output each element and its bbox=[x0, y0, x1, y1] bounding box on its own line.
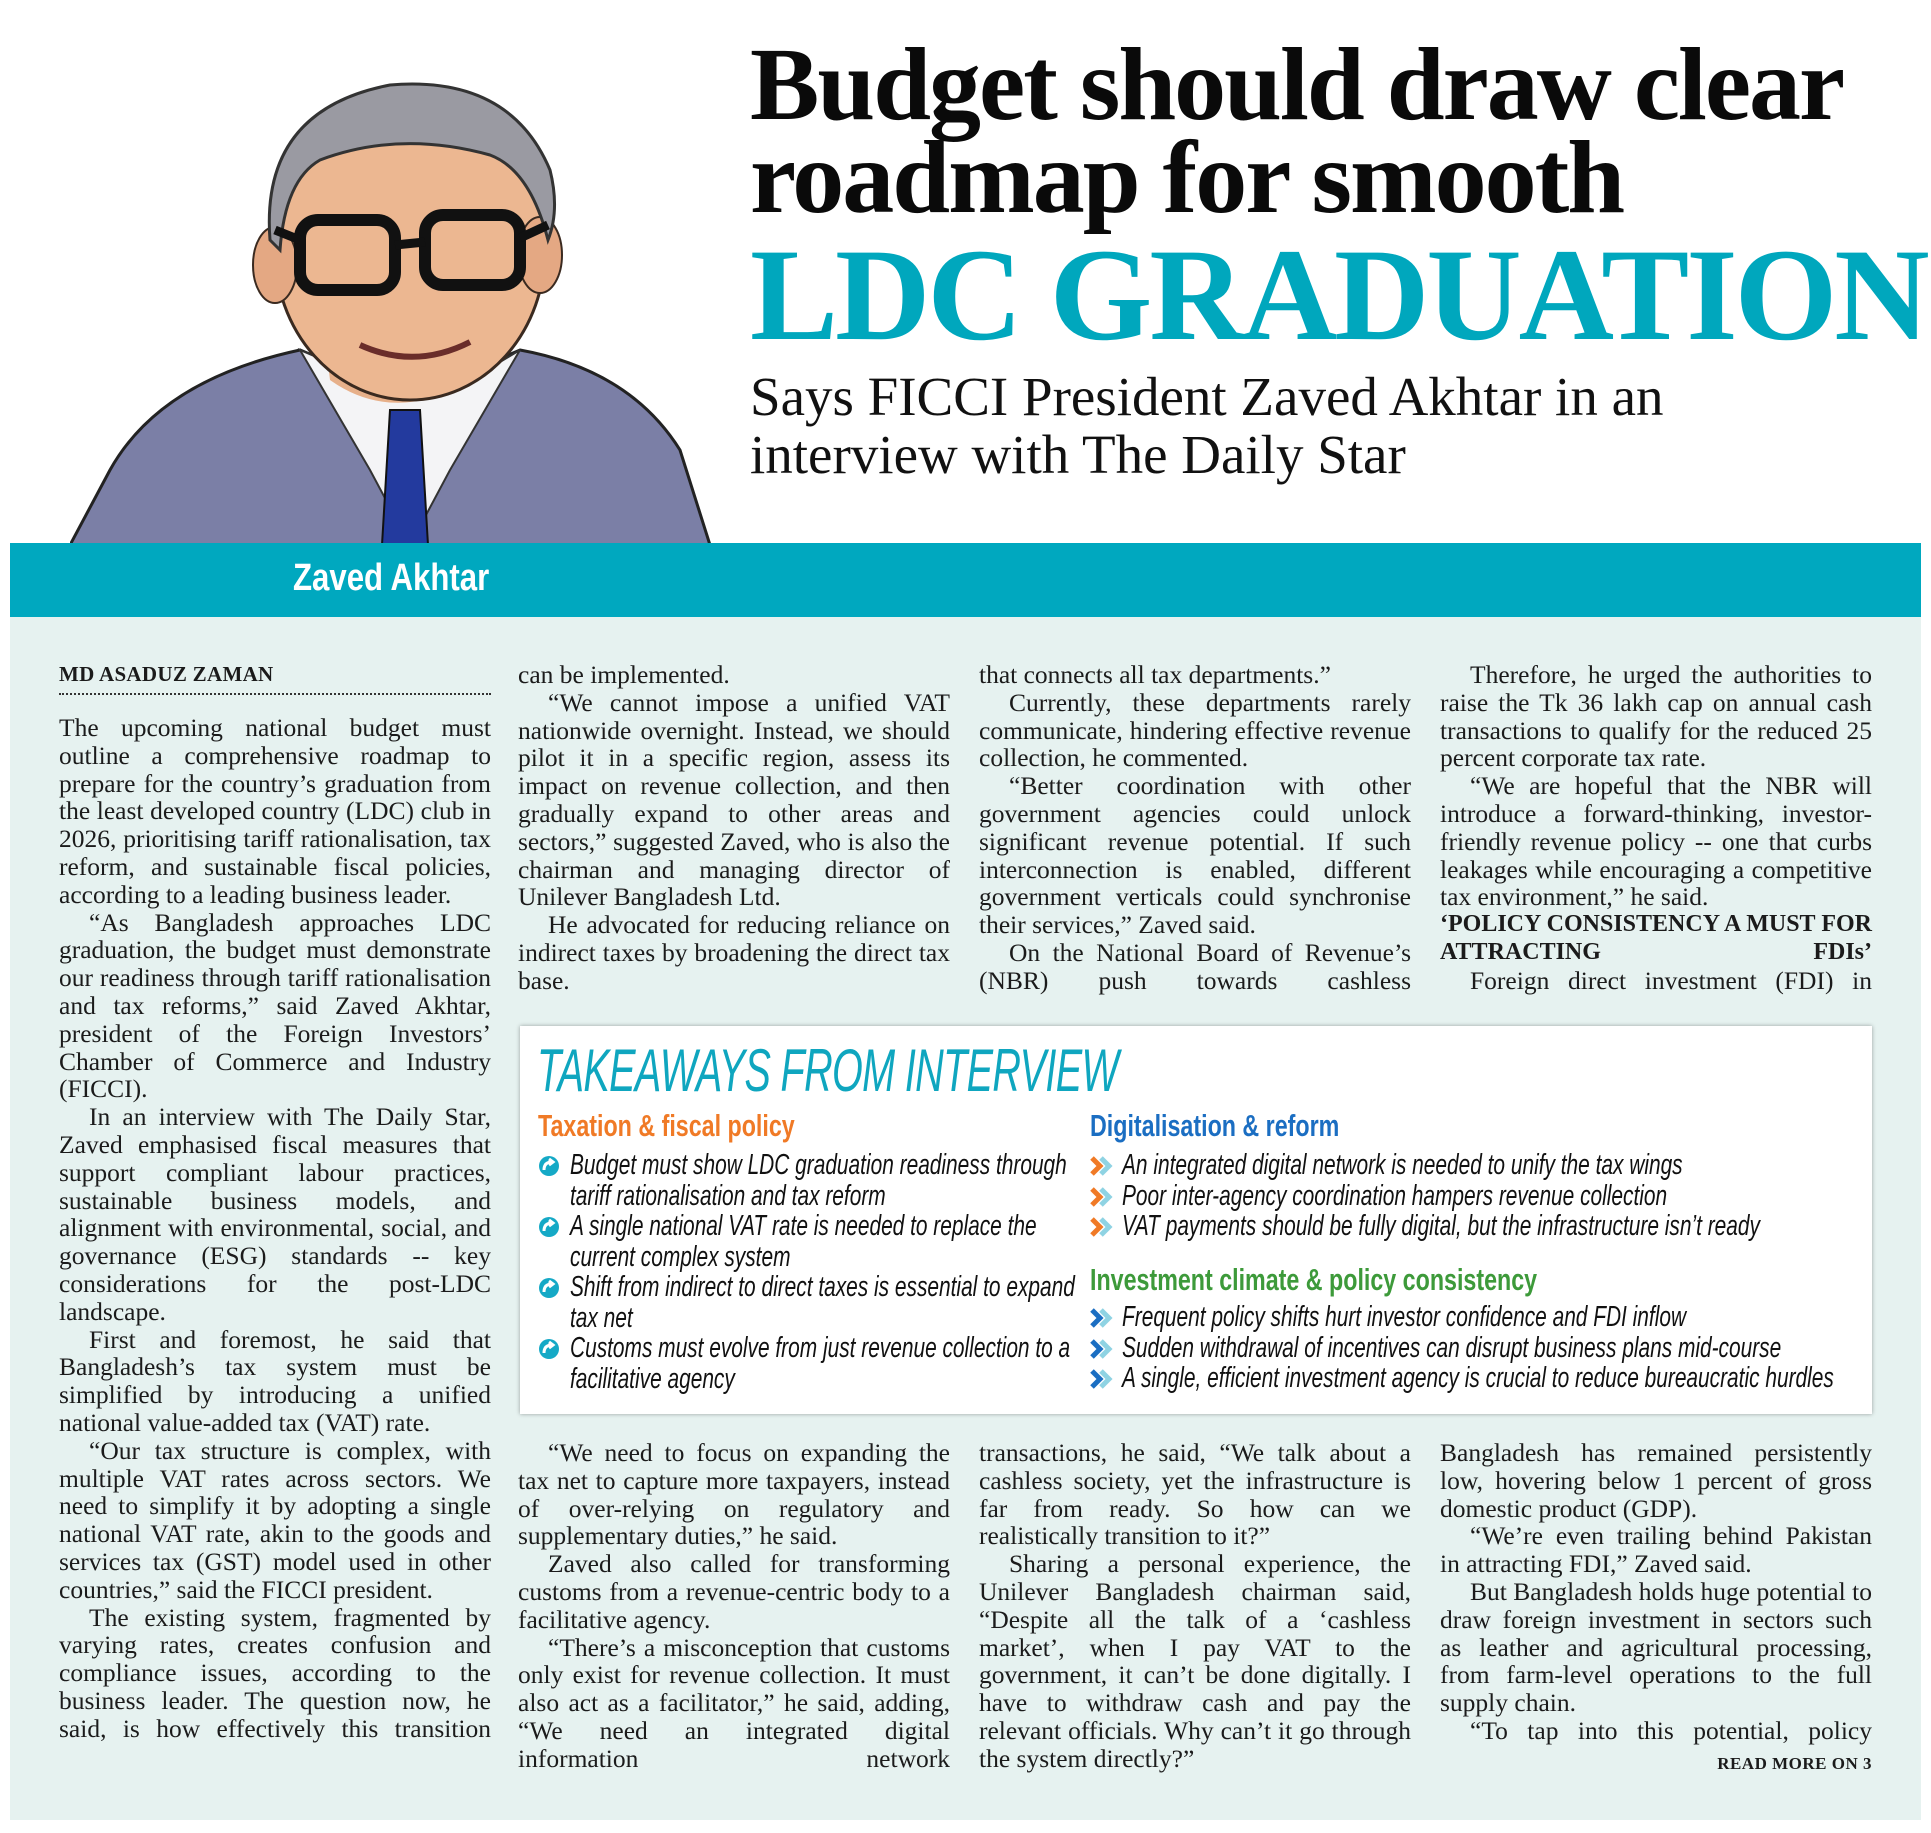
paragraph: Sharing a personal experience, the Unile… bbox=[979, 1549, 1411, 1773]
paragraph: Therefore, he urged the authorities to r… bbox=[1440, 660, 1872, 773]
circular-arrow-icon bbox=[539, 1217, 559, 1237]
takeaway-item: Frequent policy shifts hurt investor con… bbox=[1090, 1302, 1870, 1333]
paragraph: “We need to focus on expanding the tax n… bbox=[518, 1438, 950, 1551]
article-column-4-bottom: Bangladesh has remained persistently low… bbox=[1440, 1439, 1872, 1745]
takeaway-text: Sudden withdrawal of incentives can disr… bbox=[1122, 1331, 1782, 1364]
takeaway-text: A single, efficient investment agency is… bbox=[1122, 1362, 1834, 1394]
portrait-illustration bbox=[70, 82, 712, 545]
article-column-2-bottom: “We need to focus on expanding the tax n… bbox=[518, 1439, 950, 1773]
takeaways-title: TAKEAWAYS FROM INTERVIEW bbox=[537, 1037, 1119, 1104]
takeaway-item: VAT payments should be fully digital, bu… bbox=[1090, 1211, 1870, 1242]
takeaway-item: Shift from indirect to direct taxes is e… bbox=[538, 1272, 1078, 1333]
double-chevron-icon bbox=[1090, 1156, 1113, 1176]
takeaways-box: TAKEAWAYS FROM INTERVIEW Taxation & fisc… bbox=[520, 1026, 1872, 1414]
paragraph: On the National Board of Revenue’s (NBR)… bbox=[979, 937, 1411, 995]
takeaway-text: VAT payments should be fully digital, bu… bbox=[1122, 1210, 1760, 1242]
paragraph: can be implemented. bbox=[518, 660, 730, 689]
paragraph: But Bangladesh holds huge potential to d… bbox=[1440, 1576, 1872, 1718]
paragraph: “As Bangladesh approaches LDC graduation… bbox=[59, 907, 491, 1104]
circular-arrow-icon bbox=[539, 1339, 559, 1359]
paragraph: In an interview with The Daily Star, Zav… bbox=[59, 1102, 491, 1326]
subtitle-line-2: interview with The Daily Star bbox=[750, 424, 1406, 485]
takeaway-item: An integrated digital network is needed … bbox=[1090, 1150, 1870, 1181]
paragraph: transactions, he said, “We talk about a … bbox=[979, 1438, 1411, 1551]
takeaway-text: A single national VAT rate is needed to … bbox=[570, 1210, 1037, 1273]
paragraph: The upcoming national budget must outlin… bbox=[59, 713, 491, 909]
subtitle-line-1: Says FICCI President Zaved Akhtar in an bbox=[750, 366, 1664, 427]
takeaway-item: A single national VAT rate is needed to … bbox=[538, 1211, 1078, 1272]
paragraph: Currently, these departments rarely comm… bbox=[979, 687, 1411, 773]
paragraph: “Better coordination with other governme… bbox=[979, 771, 1411, 940]
takeaway-item: Budget must show LDC graduation readines… bbox=[538, 1150, 1078, 1211]
paragraph: The existing system, fragmented by varyi… bbox=[59, 1602, 491, 1743]
paragraph: “Our tax structure is complex, with mult… bbox=[59, 1435, 491, 1604]
paragraph: “To tap into this potential, policy bbox=[1470, 1715, 1872, 1745]
paragraph: Zaved also called for transforming custo… bbox=[518, 1549, 950, 1634]
subheading: ‘POLICY CONSISTENCY A MUST FOR ATTRACTIN… bbox=[1440, 911, 1872, 965]
paragraph: Foreign direct investment (FDI) in bbox=[1470, 965, 1872, 995]
double-chevron-icon bbox=[1090, 1186, 1113, 1207]
investment-list: Frequent policy shifts hurt investor con… bbox=[1090, 1302, 1870, 1394]
digital-heading: Digitalisation & reform bbox=[1090, 1108, 1340, 1143]
paragraph: Bangladesh has remained persistently low… bbox=[1440, 1438, 1872, 1523]
read-more-link[interactable]: READ MORE ON 3 bbox=[1717, 1754, 1872, 1773]
double-chevron-icon bbox=[1090, 1217, 1113, 1237]
headline-line-2: roadmap for smooth bbox=[750, 120, 1625, 235]
paragraph: He advocated for reducing reliance on in… bbox=[518, 910, 950, 995]
double-chevron-icon bbox=[1090, 1369, 1113, 1389]
takeaway-text: Frequent policy shifts hurt investor con… bbox=[1122, 1301, 1687, 1333]
takeaway-text: Poor inter-agency coordination hampers r… bbox=[1122, 1179, 1668, 1212]
takeaway-text: Shift from indirect to direct taxes is e… bbox=[570, 1271, 1075, 1334]
portrait-caption: Zaved Akhtar bbox=[293, 557, 490, 599]
article-column-3-bottom: transactions, he said, “We talk about a … bbox=[979, 1439, 1411, 1773]
byline: MD ASADUZ ZAMAN bbox=[59, 662, 491, 695]
article-column-3-top: that connects all tax departments.” Curre… bbox=[979, 661, 1411, 995]
takeaway-item: Poor inter-agency coordination hampers r… bbox=[1090, 1179, 1870, 1212]
double-chevron-icon bbox=[1090, 1308, 1113, 1328]
circular-arrow-icon bbox=[539, 1278, 559, 1298]
paragraph: “There’s a misconception that customs on… bbox=[518, 1632, 950, 1773]
headline-line-1: Budget should draw clear bbox=[750, 27, 1845, 142]
double-chevron-icon bbox=[1090, 1338, 1113, 1359]
takeaway-item: A single, efficient investment agency is… bbox=[1090, 1363, 1870, 1394]
paragraph: “We are hopeful that the NBR will introd… bbox=[1440, 771, 1872, 912]
paragraph: “We’re even trailing behind Pakistan in … bbox=[1440, 1521, 1872, 1579]
takeaway-text: An integrated digital network is needed … bbox=[1122, 1149, 1683, 1181]
paragraph: that connects all tax departments.” bbox=[979, 660, 1331, 689]
name-band: Zaved Akhtar bbox=[10, 543, 1921, 617]
article-column-2-top: can be implemented. “We cannot impose a u… bbox=[518, 661, 950, 995]
taxation-heading: Taxation & fiscal policy bbox=[538, 1108, 795, 1143]
investment-heading: Investment climate & policy consistency bbox=[1090, 1262, 1538, 1297]
circular-arrow-icon bbox=[539, 1156, 559, 1176]
taxation-list: Budget must show LDC graduation readines… bbox=[538, 1150, 1078, 1394]
takeaway-text: Customs must evolve from just revenue co… bbox=[570, 1332, 1071, 1395]
article-column-4-top: Therefore, he urged the authorities to r… bbox=[1440, 661, 1872, 995]
paragraph: “We cannot impose a unified VAT nationwi… bbox=[518, 687, 950, 912]
takeaway-item: Sudden withdrawal of incentives can disr… bbox=[1090, 1331, 1870, 1364]
digital-list: An integrated digital network is needed … bbox=[1090, 1150, 1870, 1242]
takeaway-text: Budget must show LDC graduation readines… bbox=[570, 1149, 1067, 1212]
article-column-1: The upcoming national budget must outlin… bbox=[59, 714, 491, 1742]
paragraph: First and foremost, he said that Banglad… bbox=[59, 1324, 491, 1437]
takeaway-item: Customs must evolve from just revenue co… bbox=[538, 1333, 1078, 1394]
headline-highlight: LDC GRADUATION bbox=[750, 221, 1930, 368]
